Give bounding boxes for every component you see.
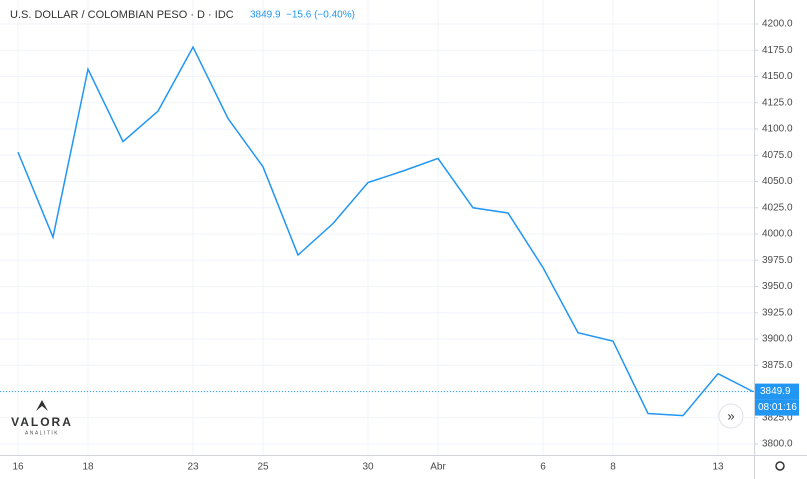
y-tick-label: 4075.0 <box>762 150 793 161</box>
x-tick-label: 18 <box>82 462 94 473</box>
settings-icon[interactable] <box>775 461 785 471</box>
last-value-label: 3849.9 <box>760 386 791 397</box>
y-tick-label: 4125.0 <box>762 97 793 108</box>
y-tick-label: 3925.0 <box>762 307 793 318</box>
y-tick-label: 4050.0 <box>762 176 793 187</box>
header-last-value: 3849.9 <box>250 10 281 21</box>
y-tick-label: 4100.0 <box>762 124 793 135</box>
plot <box>17 45 754 417</box>
y-tick-label: 3875.0 <box>762 360 793 371</box>
y-tick-label: 3800.0 <box>762 439 793 450</box>
y-tick-label: 4025.0 <box>762 202 793 213</box>
x-tick-label: 30 <box>362 462 374 473</box>
x-tick-label: 25 <box>257 462 269 473</box>
scroll-icon[interactable]: » <box>727 408 734 423</box>
y-tick-label: 4150.0 <box>762 71 793 82</box>
y-tick-label: 4175.0 <box>762 45 793 56</box>
y-tick-label: 3900.0 <box>762 334 793 345</box>
chart-title: U.S. DOLLAR / COLOMBIAN PESO · D · IDC <box>10 9 234 21</box>
x-tick-label: 16 <box>12 462 24 473</box>
y-tick-label: 4200.0 <box>762 19 793 30</box>
y-tick-label: 3825.0 <box>762 412 793 423</box>
x-tick-label: 13 <box>712 462 724 473</box>
logo-sub: ANALITIK <box>25 430 59 436</box>
gear[interactable] <box>775 461 785 471</box>
y-tick-label: 3975.0 <box>762 255 793 266</box>
x-tick-label: 23 <box>187 462 199 473</box>
last-value-tag <box>755 383 799 400</box>
y-tick-label: 3950.0 <box>762 281 793 292</box>
y-tick-label: 4000.0 <box>762 229 793 240</box>
logo: VALORA ANALITIK <box>11 400 73 436</box>
grid <box>0 0 754 455</box>
line-series <box>17 45 754 417</box>
header-change: −15.6 (−0.40%) <box>286 10 355 21</box>
logo-icon <box>36 400 48 411</box>
x-tick-label: Abr <box>430 462 446 473</box>
x-tick-label: 6 <box>540 462 546 473</box>
countdown-label: 08:01:16 <box>758 402 797 413</box>
scroll-button[interactable] <box>718 403 744 429</box>
x-tick-label: 8 <box>610 462 616 473</box>
countdown-tag <box>755 399 799 416</box>
logo-name: VALORA <box>11 415 73 429</box>
